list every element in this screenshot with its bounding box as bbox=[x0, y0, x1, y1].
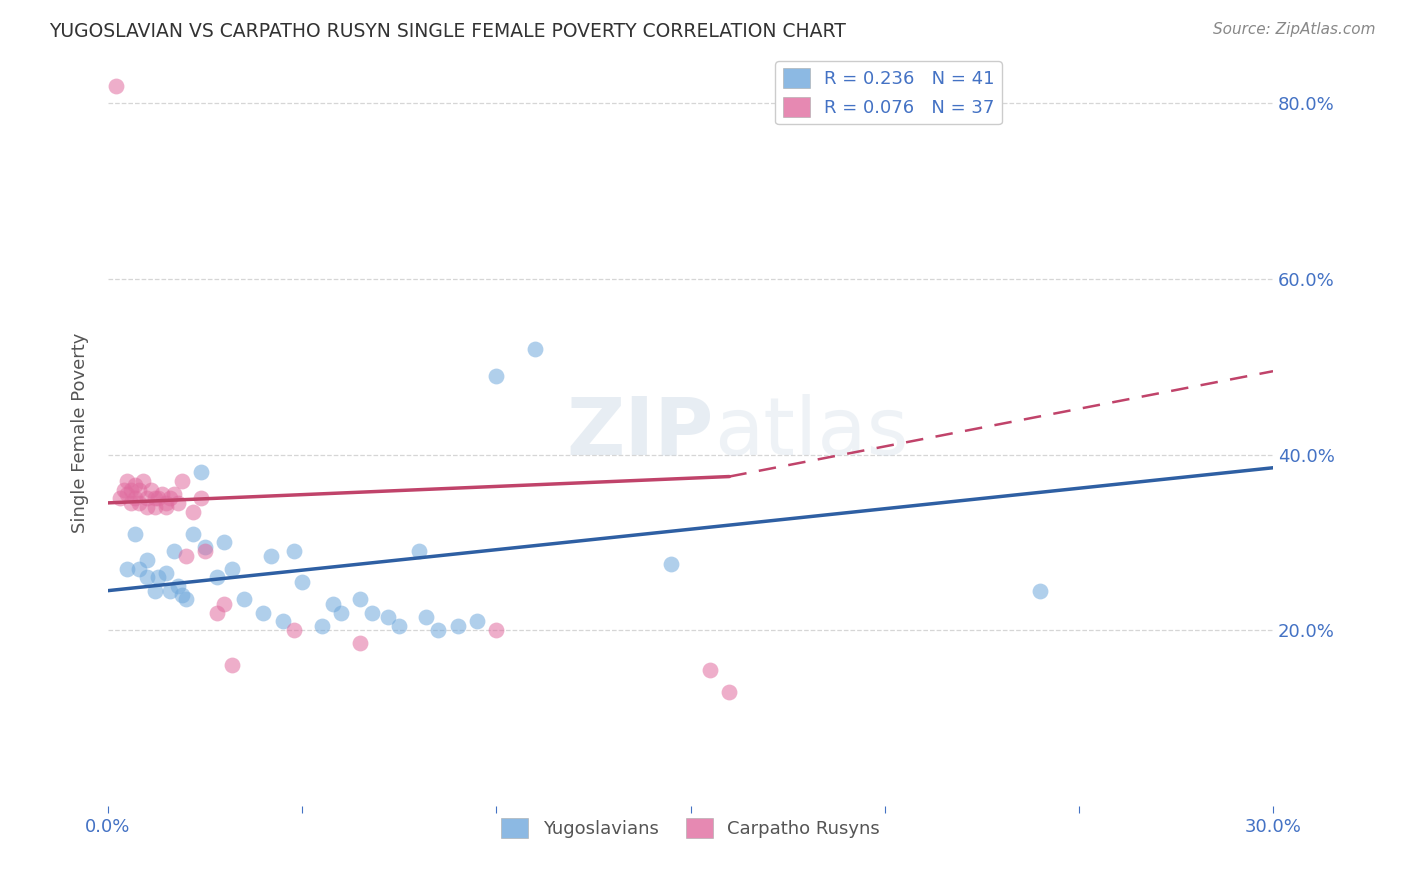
Point bbox=[388, 619, 411, 633]
Point bbox=[163, 487, 186, 501]
Point bbox=[214, 597, 236, 611]
Legend: Yugoslavians, Carpatho Rusyns: Yugoslavians, Carpatho Rusyns bbox=[494, 811, 887, 846]
Point bbox=[128, 483, 150, 497]
Point bbox=[135, 570, 157, 584]
Y-axis label: Single Female Poverty: Single Female Poverty bbox=[72, 333, 89, 533]
Point bbox=[311, 619, 333, 633]
Point bbox=[155, 566, 177, 580]
Point bbox=[155, 496, 177, 510]
Point bbox=[427, 623, 450, 637]
Point bbox=[135, 491, 157, 506]
Point bbox=[252, 606, 274, 620]
Point bbox=[120, 496, 142, 510]
Text: YUGOSLAVIAN VS CARPATHO RUSYN SINGLE FEMALE POVERTY CORRELATION CHART: YUGOSLAVIAN VS CARPATHO RUSYN SINGLE FEM… bbox=[49, 22, 846, 41]
Point bbox=[205, 570, 228, 584]
Point bbox=[183, 526, 205, 541]
Point bbox=[143, 500, 166, 515]
Point bbox=[167, 496, 190, 510]
Point bbox=[117, 474, 139, 488]
Point bbox=[330, 606, 353, 620]
Point bbox=[322, 597, 344, 611]
Point bbox=[699, 663, 721, 677]
Point bbox=[349, 592, 371, 607]
Point bbox=[174, 549, 197, 563]
Point bbox=[194, 540, 217, 554]
Point bbox=[283, 623, 305, 637]
Point bbox=[260, 549, 283, 563]
Point bbox=[718, 684, 741, 698]
Point bbox=[485, 623, 508, 637]
Point bbox=[128, 496, 150, 510]
Point bbox=[190, 491, 212, 506]
Point bbox=[117, 487, 139, 501]
Point bbox=[150, 487, 173, 501]
Point bbox=[117, 562, 139, 576]
Point bbox=[163, 544, 186, 558]
Point bbox=[148, 570, 170, 584]
Point bbox=[221, 658, 243, 673]
Point bbox=[159, 583, 181, 598]
Point bbox=[377, 610, 399, 624]
Point bbox=[194, 544, 217, 558]
Point bbox=[446, 619, 468, 633]
Point bbox=[214, 535, 236, 549]
Point bbox=[232, 592, 254, 607]
Point bbox=[167, 579, 190, 593]
Point bbox=[139, 483, 162, 497]
Point bbox=[283, 544, 305, 558]
Point bbox=[108, 491, 131, 506]
Point bbox=[143, 491, 166, 506]
Point bbox=[112, 483, 135, 497]
Point bbox=[408, 544, 430, 558]
Point bbox=[124, 491, 146, 506]
Point bbox=[174, 592, 197, 607]
Point bbox=[183, 505, 205, 519]
Point bbox=[170, 474, 193, 488]
Point bbox=[124, 526, 146, 541]
Point bbox=[155, 500, 177, 515]
Point bbox=[135, 553, 157, 567]
Point bbox=[1029, 583, 1052, 598]
Point bbox=[170, 588, 193, 602]
Text: atlas: atlas bbox=[714, 393, 908, 472]
Point bbox=[291, 574, 314, 589]
Point bbox=[128, 562, 150, 576]
Point bbox=[221, 562, 243, 576]
Text: ZIP: ZIP bbox=[567, 393, 714, 472]
Point bbox=[659, 558, 682, 572]
Point bbox=[104, 78, 127, 93]
Point bbox=[361, 606, 384, 620]
Point bbox=[415, 610, 437, 624]
Point bbox=[190, 465, 212, 479]
Point bbox=[485, 368, 508, 383]
Point bbox=[143, 583, 166, 598]
Point bbox=[124, 478, 146, 492]
Point bbox=[159, 491, 181, 506]
Point bbox=[524, 343, 547, 357]
Point bbox=[205, 606, 228, 620]
Point bbox=[349, 636, 371, 650]
Point bbox=[271, 615, 294, 629]
Text: Source: ZipAtlas.com: Source: ZipAtlas.com bbox=[1212, 22, 1375, 37]
Point bbox=[465, 615, 488, 629]
Point bbox=[135, 500, 157, 515]
Point bbox=[148, 491, 170, 506]
Point bbox=[120, 483, 142, 497]
Point bbox=[132, 474, 155, 488]
